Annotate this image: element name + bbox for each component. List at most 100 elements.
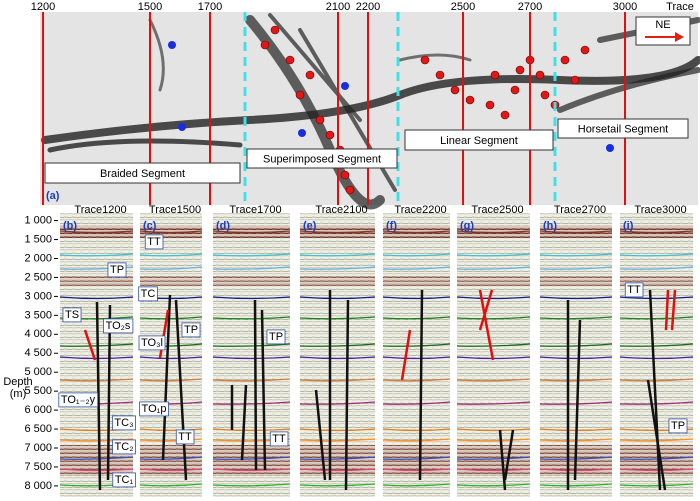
trace-label: 1200 [31, 1, 55, 13]
horizon-line [539, 266, 613, 270]
red-dot [285, 55, 295, 65]
horizon-line [539, 253, 613, 257]
horizon-line [212, 378, 291, 382]
horizon-label-box [138, 335, 166, 351]
horizon-label-box [624, 282, 644, 298]
horizon-line [139, 428, 203, 432]
horizon-line [382, 316, 451, 320]
horizon-label-box [144, 234, 164, 250]
horizon-line [212, 316, 291, 320]
horizon-label-box [266, 329, 286, 345]
horizon-line [59, 456, 134, 460]
red-dot [490, 70, 500, 80]
horizon-line [382, 356, 451, 360]
section-title: Trace2100 [315, 204, 367, 216]
panel-label: (f) [386, 220, 397, 232]
red-dot [515, 65, 525, 75]
red-dot [435, 70, 445, 80]
blue-dot [178, 123, 186, 131]
horizon-line [382, 378, 451, 382]
horizon-line [456, 438, 531, 442]
horizon-line [539, 316, 613, 320]
seismic-band [620, 276, 693, 286]
panel-label: (h) [543, 220, 557, 232]
horizon-line [299, 296, 376, 300]
horizon-label: TT [178, 431, 192, 443]
horizon-line [139, 456, 203, 460]
depth-tick-label: 7 500 [24, 461, 52, 473]
horizon-line [382, 343, 451, 347]
depth-tick-label: 7 000 [24, 442, 52, 454]
red-dot [315, 115, 325, 125]
horizon-line [619, 266, 694, 270]
horizon-label: TP [269, 331, 283, 343]
horizon-label-box [139, 401, 169, 417]
horizon-line [619, 343, 694, 347]
horizon-line [539, 343, 613, 347]
horizon-line [619, 378, 694, 382]
horizon-label-box [107, 262, 127, 278]
fault [240, 384, 248, 461]
horizon-line [619, 456, 694, 460]
depth-title: Depth [3, 376, 32, 388]
horizon-line [619, 230, 694, 234]
horizon-label: TC₃ [114, 417, 133, 429]
fault [478, 289, 494, 331]
section-title: Trace1200 [74, 204, 126, 216]
horizon-label-box [62, 307, 82, 323]
depth-tick-label: 8 000 [24, 480, 52, 492]
horizon-line [299, 356, 376, 360]
section-title: Trace3000 [634, 204, 686, 216]
horizon-line [139, 266, 203, 270]
horizon-line [539, 296, 613, 300]
horizon-label: TT [272, 433, 286, 445]
depth-tick-label: 1 500 [24, 233, 52, 245]
horizon-line [456, 253, 531, 257]
horizon-label: TC₂ [115, 441, 134, 453]
fault [573, 319, 582, 481]
horizon-line [539, 356, 613, 360]
horizon-line [456, 468, 531, 472]
blue-dot [298, 129, 306, 137]
horizon-line [619, 356, 694, 360]
depth-tick-label: 4 500 [24, 347, 52, 359]
horizon-line [539, 230, 613, 234]
horizon-line [456, 316, 531, 320]
segment-label: Superimposed Segment [263, 153, 381, 165]
horizon-line [382, 401, 451, 405]
segment-label: Linear Segment [440, 135, 518, 147]
horizon-line [539, 483, 613, 487]
red-dot [305, 70, 315, 80]
segment-label: Braided Segment [100, 168, 185, 180]
horizon-line [139, 356, 203, 360]
red-dot [500, 110, 510, 120]
horizon-line [299, 343, 376, 347]
horizon-line [59, 296, 134, 300]
horizon-label: TO₁p [142, 403, 167, 415]
depth-tick-label: 2 000 [24, 252, 52, 264]
red-dot [540, 90, 550, 100]
segment-box [246, 148, 398, 169]
blue-dot [168, 41, 176, 49]
horizon-line [59, 378, 134, 382]
red-dot [465, 95, 475, 105]
horizon-line [382, 230, 451, 234]
seismic-band [60, 276, 133, 286]
horizon-line [139, 230, 203, 234]
panel-label: (e) [303, 220, 317, 232]
fault [478, 289, 495, 361]
horizon-line [299, 483, 376, 487]
fault [503, 429, 515, 481]
seismic-band [457, 276, 530, 286]
depth-tick-label: 6 500 [24, 423, 52, 435]
blue-dot [341, 82, 349, 90]
horizon-line [299, 230, 376, 234]
horizon-line [59, 230, 134, 234]
fault [648, 289, 662, 491]
horizon-line [299, 456, 376, 460]
horizon-label-box [138, 286, 158, 302]
horizon-line [619, 468, 694, 472]
horizon-line [619, 316, 694, 320]
horizon-line [382, 253, 451, 257]
